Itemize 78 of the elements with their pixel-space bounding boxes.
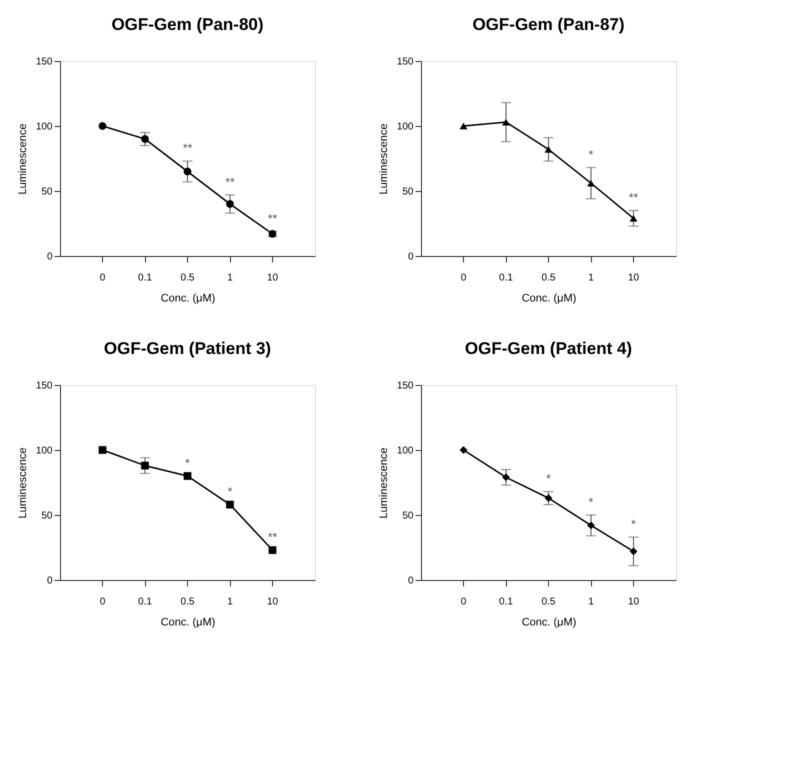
x-tick-label: 0.5 [180, 272, 195, 284]
y-tick-label: 150 [36, 56, 53, 68]
point [502, 118, 510, 126]
point [630, 548, 638, 556]
point [184, 168, 192, 176]
chart-title: OGF-Gem (Patient 3) [104, 339, 272, 358]
data-label: * [588, 148, 594, 162]
data-label: * [631, 517, 636, 532]
data-label: * [185, 456, 190, 470]
x-tick-label: 0.5 [542, 596, 556, 608]
x-tick-label: 10 [266, 272, 278, 284]
data-label: * [588, 495, 594, 509]
y-tick-label: 150 [36, 380, 53, 392]
x-axis-title: Conc. (μM) [160, 616, 216, 628]
data-label: ** [628, 190, 638, 204]
y-tick-label: 50 [41, 186, 53, 198]
data-label: * [228, 484, 233, 499]
data-label: ** [225, 174, 235, 189]
point [98, 446, 106, 454]
data-label: ** [182, 141, 192, 156]
y-axis-title: Luminescence [378, 124, 390, 194]
x-tick-label: 0.1 [138, 596, 152, 608]
y-tick-label: 100 [36, 446, 53, 456]
y-tick-label: 0 [46, 252, 53, 262]
x-axis-title: Conc. (μM) [160, 292, 216, 304]
point [460, 122, 468, 130]
x-axis-title: Conc. (μM) [522, 616, 576, 628]
x-tick-label: 1 [227, 596, 234, 608]
y-tick-label: 150 [396, 56, 414, 68]
x-tick-label: 10 [266, 596, 278, 608]
y-tick-label: 100 [396, 122, 414, 132]
chart-title: OGF-Gem (Pan-80) [111, 15, 264, 34]
y-tick-label: 100 [396, 446, 414, 456]
data-label: ** [268, 530, 278, 544]
chart-title: OGF-Gem (Patient 4) [464, 339, 632, 358]
point [587, 180, 595, 187]
x-tick-label: 0.1 [499, 596, 514, 608]
point [502, 473, 510, 482]
point [587, 522, 595, 530]
point [460, 446, 468, 454]
x-tick-label: 10 [628, 596, 640, 608]
chart-title: OGF-Gem (Pan-87) [472, 15, 625, 34]
y-tick-label: 50 [402, 510, 414, 522]
point [544, 494, 552, 502]
y-tick-label: 50 [41, 510, 53, 522]
x-tick-label: 0 [100, 272, 106, 284]
y-tick-label: 0 [408, 252, 414, 262]
x-tick-label: 0 [460, 272, 467, 284]
x-tick-label: 0 [460, 596, 467, 608]
y-tick-label: 0 [46, 576, 53, 586]
x-tick-label: 1 [227, 272, 234, 284]
data-label: * [546, 472, 552, 486]
x-tick-label: 0.5 [542, 272, 556, 284]
x-tick-label: 0.1 [138, 272, 152, 284]
point [544, 146, 552, 153]
point [630, 214, 638, 222]
point [268, 546, 276, 554]
point [184, 472, 192, 480]
x-tick-label: 0 [100, 596, 106, 608]
x-tick-label: 0.1 [499, 272, 514, 284]
y-axis-title: Luminescence [16, 124, 29, 194]
x-tick-label: 10 [628, 272, 640, 284]
y-tick-label: 50 [402, 186, 414, 198]
y-tick-label: 0 [408, 576, 414, 586]
y-axis-title: Luminescence [378, 448, 390, 518]
y-tick-label: 150 [396, 380, 414, 392]
x-tick-label: 1 [588, 596, 594, 608]
y-tick-label: 100 [36, 122, 53, 132]
x-tick-label: 1 [588, 272, 594, 284]
x-tick-label: 0.5 [180, 596, 195, 608]
point [98, 122, 106, 130]
data-label: ** [268, 211, 278, 226]
point [226, 200, 234, 208]
point [141, 135, 149, 143]
point [141, 462, 149, 470]
point [226, 500, 234, 508]
x-axis-title: Conc. (μM) [522, 292, 576, 304]
y-axis-title: Luminescence [16, 448, 29, 518]
